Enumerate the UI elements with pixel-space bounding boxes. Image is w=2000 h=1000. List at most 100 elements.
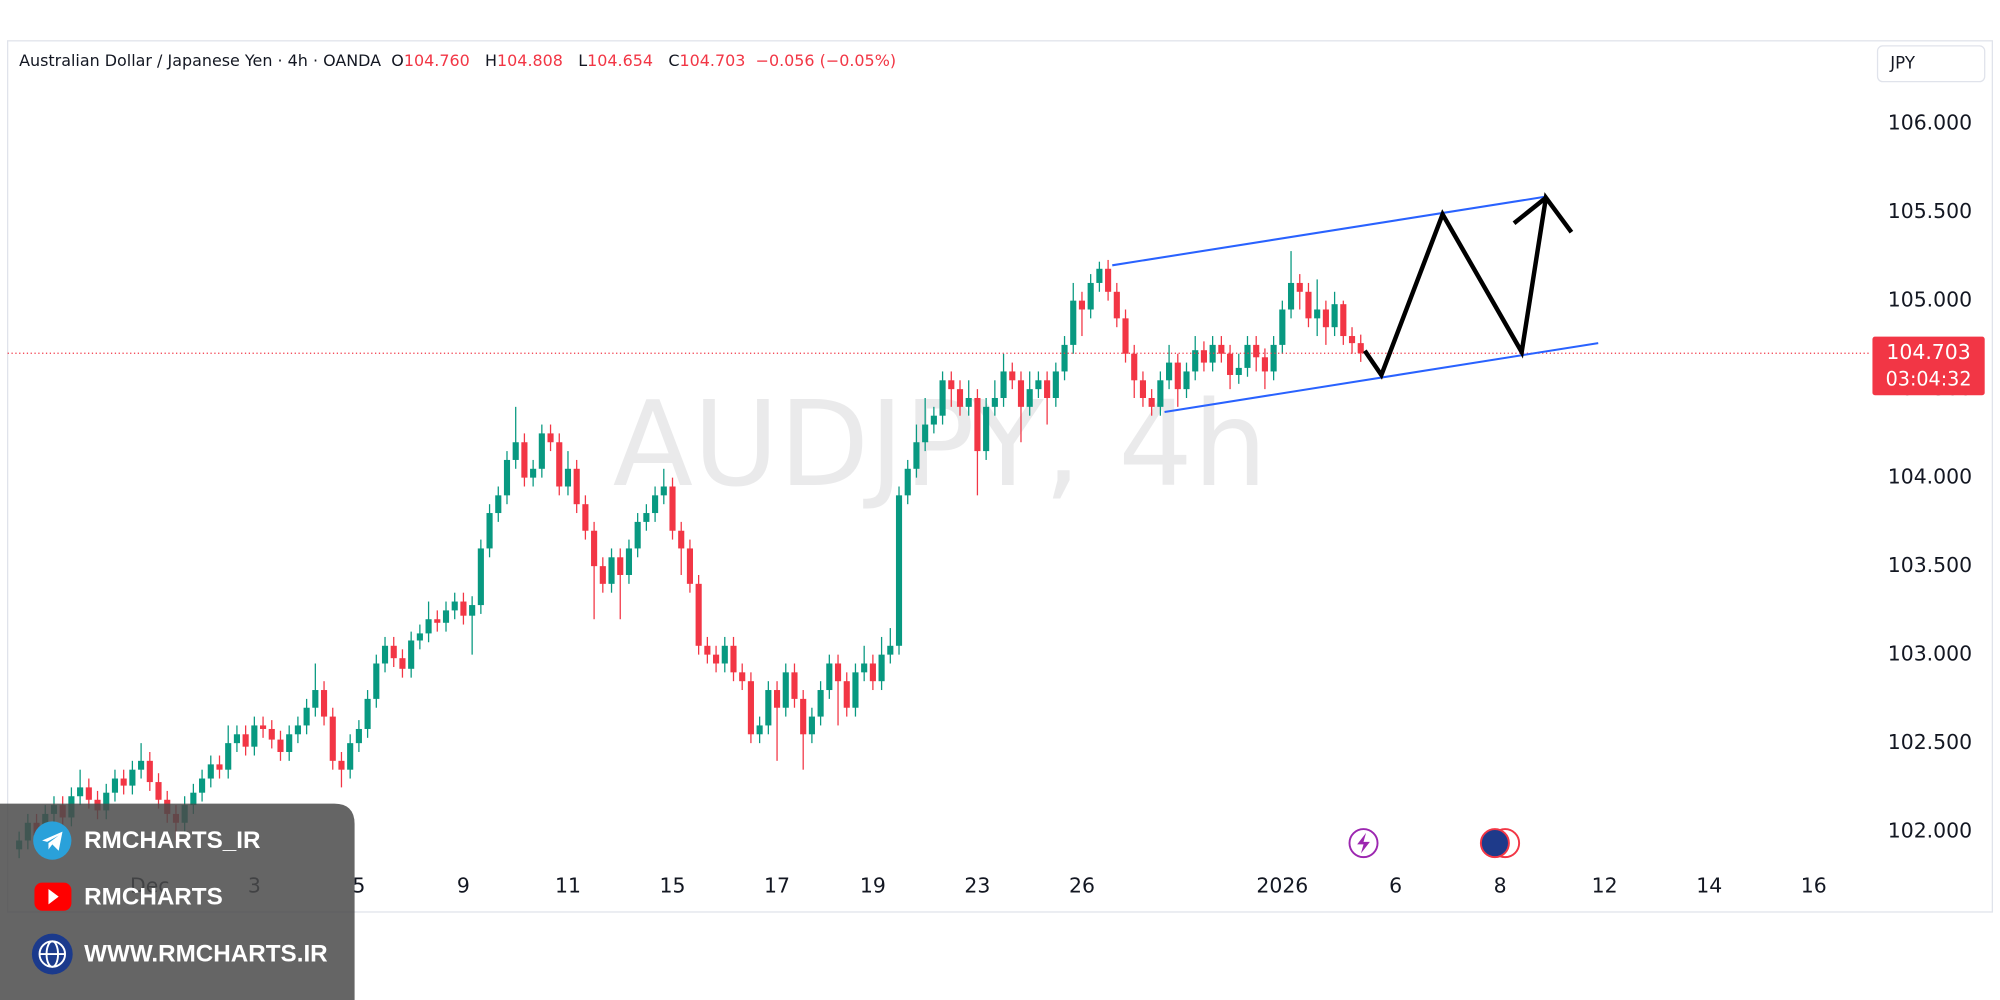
candle-body — [1105, 268, 1112, 292]
candle-body — [442, 610, 450, 623]
candle-body — [1261, 357, 1268, 372]
candle-body — [207, 764, 214, 779]
x-tick-label: 11 — [555, 873, 581, 897]
candle-body — [364, 698, 371, 729]
candle-body — [1009, 371, 1016, 381]
candle-body — [434, 619, 441, 623]
candle-body — [77, 787, 84, 797]
overlay-panel — [0, 803, 355, 1000]
candle-body — [843, 681, 850, 708]
candle-body — [826, 663, 833, 691]
candle-body — [233, 734, 240, 744]
candle-body — [1139, 380, 1147, 398]
candle-body — [643, 513, 650, 522]
y-tick-label: 105.500 — [1888, 199, 1972, 223]
x-tick-label: 19 — [860, 873, 886, 897]
currency-button[interactable] — [1876, 45, 1986, 83]
candle-body — [730, 645, 737, 673]
candle-body — [1253, 344, 1260, 358]
candle-body — [1314, 309, 1321, 319]
candle-body — [1026, 389, 1033, 407]
candle-body — [713, 654, 720, 664]
candle-body — [477, 548, 484, 606]
candle-body — [773, 690, 781, 708]
candle-body — [974, 397, 981, 452]
quote-label: L — [578, 51, 587, 70]
candle-body — [1157, 380, 1164, 407]
last-price-tag — [1872, 336, 1985, 396]
candle-body — [991, 397, 998, 407]
x-tick-label: 15 — [660, 873, 686, 897]
x-tick-label: 14 — [1696, 873, 1722, 897]
candle-body — [1122, 318, 1129, 354]
x-tick-label: 5 — [352, 873, 365, 897]
candle-body — [669, 486, 676, 531]
youtube-handle[interactable]: RMCHARTS — [84, 883, 223, 910]
event-icon[interactable] — [1479, 828, 1510, 859]
candle-body — [695, 583, 702, 646]
candle-body — [939, 380, 946, 416]
candle-body — [521, 442, 528, 478]
candle-body — [1340, 304, 1347, 337]
candle-body — [225, 743, 232, 770]
candle-body — [582, 504, 589, 531]
candle-body — [739, 672, 746, 682]
candle-body — [190, 792, 197, 806]
candle-body — [591, 530, 598, 567]
x-tick-label: 23 — [964, 873, 990, 897]
candle-body — [486, 513, 493, 549]
candle-body — [1235, 367, 1242, 375]
candle-body — [530, 468, 537, 478]
last-price-label: 104.703 — [1886, 340, 1970, 364]
telegram-handle[interactable]: RMCHARTS_IR — [84, 827, 260, 854]
website-url[interactable]: WWW.RMCHARTS.IR — [84, 941, 327, 968]
candle-body — [817, 690, 824, 717]
candle-body — [808, 716, 815, 735]
projection-path — [1362, 192, 1574, 380]
candle-body — [451, 601, 458, 611]
y-tick-label: 102.500 — [1888, 730, 1972, 754]
candle-body — [625, 548, 633, 575]
x-tick-label: 12 — [1592, 873, 1618, 897]
quote-value: 104.808 — [497, 51, 563, 70]
x-tick-label: 26 — [1069, 873, 1095, 897]
candle-body — [303, 707, 310, 726]
countdown-label: 03:04:32 — [1886, 367, 1972, 390]
youtube-glyph — [48, 889, 59, 905]
y-tick-label: 106.000 — [1888, 111, 1972, 135]
candle-body — [1070, 300, 1077, 345]
candle-body — [721, 645, 728, 664]
candle-body — [1000, 371, 1007, 398]
candle-body — [1017, 380, 1025, 407]
candle-body — [199, 778, 206, 793]
quote-label: H — [485, 51, 497, 70]
candle-body — [373, 663, 380, 699]
candle-body — [904, 468, 911, 496]
candle-body — [338, 760, 345, 770]
candle-body — [861, 663, 868, 673]
candle-body — [547, 433, 554, 443]
x-tick-label: 17 — [764, 873, 790, 897]
candle-body — [460, 601, 467, 616]
candle-body — [983, 406, 990, 452]
candle-body — [1305, 291, 1312, 319]
candle-body — [469, 605, 476, 616]
candle-body — [573, 468, 580, 505]
candle-body — [1078, 300, 1086, 310]
candle-body — [1113, 291, 1120, 319]
y-tick-label: 103.500 — [1888, 553, 1972, 577]
candle-body — [251, 725, 258, 747]
x-tick-label: 6 — [1389, 873, 1402, 897]
candle-body — [652, 495, 659, 514]
candle-body — [704, 645, 711, 655]
candle-body — [1200, 350, 1207, 363]
candle-body — [268, 728, 275, 740]
candle-body — [111, 778, 119, 793]
candle-body — [155, 782, 162, 800]
candle-body — [1244, 344, 1251, 368]
price-change: −0.056 (−0.05%) — [756, 51, 896, 70]
candle-body — [329, 716, 336, 761]
channel-upper — [1112, 195, 1548, 267]
